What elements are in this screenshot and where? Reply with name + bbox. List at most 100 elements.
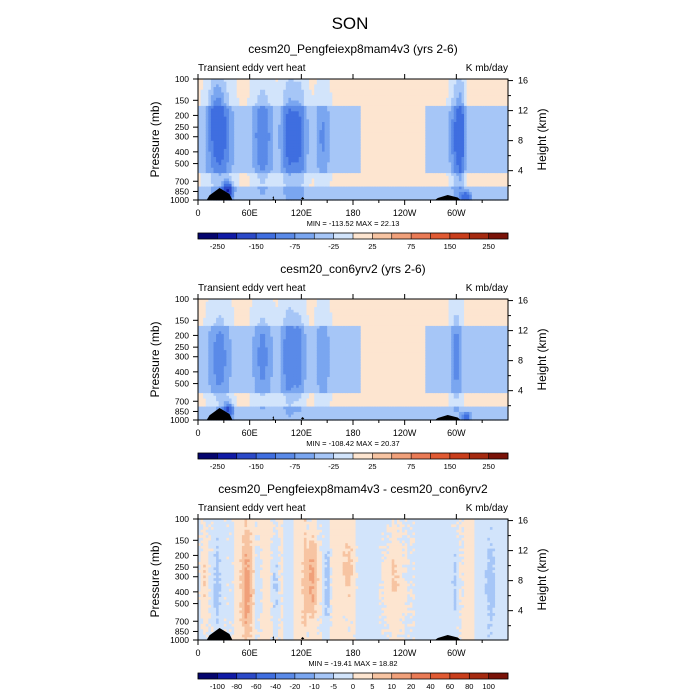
- heatmap-cell: [205, 87, 209, 91]
- heatmap-cell: [208, 159, 212, 163]
- heatmap-cell: [311, 186, 315, 190]
- heatmap-cell: [306, 81, 310, 85]
- heatmap-cell: [314, 178, 318, 182]
- heatmap-cell: [218, 105, 222, 110]
- heatmap-cell: [216, 181, 220, 185]
- heatmap-cell: [247, 194, 251, 198]
- heatmap-cell: [278, 154, 282, 158]
- heatmap-cell: [198, 119, 202, 123]
- heatmap-cell: [275, 97, 279, 102]
- heatmap-cell: [241, 197, 246, 201]
- heatmap-cell: [322, 146, 326, 150]
- heatmap-cell: [231, 108, 235, 112]
- heatmap-cell: [234, 191, 238, 196]
- heatmap-cell: [298, 159, 302, 163]
- heatmap-cell: [303, 89, 308, 94]
- heatmap-cell: [298, 167, 302, 172]
- heatmap-cell: [270, 124, 274, 128]
- heatmap-cell: [275, 130, 279, 134]
- heatmap-cell: [306, 167, 310, 172]
- heatmap-cell: [319, 146, 323, 150]
- heatmap-cell: [298, 140, 302, 145]
- heatmap-cell: [257, 138, 261, 142]
- heatmap-cell: [303, 175, 308, 180]
- heatmap-cell: [210, 103, 215, 107]
- heatmap-cell: [337, 143, 341, 147]
- heatmap-cell: [288, 143, 292, 147]
- heatmap-cell: [298, 194, 302, 198]
- heatmap-cell: [334, 186, 339, 190]
- heatmap-cell: [234, 103, 238, 107]
- heatmap-cell: [332, 173, 336, 177]
- heatmap-cell: [223, 140, 228, 145]
- heatmap-cell: [301, 138, 305, 142]
- heatmap-cell: [267, 132, 271, 137]
- heatmap-cell: [254, 151, 259, 155]
- heatmap-cell: [257, 191, 261, 196]
- heatmap-cell: [260, 167, 264, 172]
- heatmap-cell: [272, 103, 277, 107]
- heatmap-cell: [275, 122, 279, 126]
- heatmap-cell: [208, 162, 212, 166]
- heatmap-cell: [301, 116, 305, 120]
- heatmap-cell: [288, 119, 292, 123]
- heatmap-cell: [334, 119, 339, 123]
- heatmap-cell: [241, 79, 246, 83]
- heatmap-cell: [218, 148, 222, 153]
- heatmap-cell: [239, 138, 243, 142]
- heatmap-cell: [265, 146, 269, 150]
- heatmap-cell: [236, 194, 240, 198]
- heatmap-cell: [272, 154, 277, 158]
- heatmap-cell: [208, 167, 212, 172]
- heatmap-cell: [329, 95, 333, 99]
- heatmap-cell: [234, 154, 238, 158]
- heatmap-cell: [213, 119, 217, 123]
- heatmap-cell: [319, 167, 323, 172]
- heatmap-cell: [247, 105, 251, 110]
- heatmap-cell: [316, 124, 321, 128]
- heatmap-cell: [203, 87, 207, 91]
- heatmap-cell: [208, 119, 212, 123]
- heatmap-cell: [254, 113, 259, 118]
- heatmap-cell: [327, 87, 331, 91]
- heatmap-cell: [334, 92, 339, 96]
- heatmap-cell: [332, 103, 336, 107]
- heatmap-cell: [244, 151, 248, 155]
- heatmap-cell: [316, 194, 321, 198]
- heatmap-cell: [265, 170, 269, 174]
- heatmap-cell: [205, 122, 209, 126]
- heatmap-cell: [314, 119, 318, 123]
- heatmap-cell: [213, 170, 217, 174]
- heatmap-cell: [216, 143, 220, 147]
- heatmap-cell: [283, 148, 287, 153]
- heatmap-cell: [218, 186, 222, 190]
- heatmap-cell: [291, 186, 295, 190]
- heatmap-cell: [319, 175, 323, 180]
- heatmap-cell: [293, 95, 297, 99]
- heatmap-cell: [267, 151, 271, 155]
- heatmap-cell: [252, 197, 256, 201]
- heatmap-cell: [249, 103, 253, 107]
- heatmap-cell: [319, 170, 323, 174]
- heatmap-cell: [265, 183, 269, 188]
- heatmap-cell: [303, 87, 308, 91]
- heatmap-cell: [288, 84, 292, 88]
- heatmap-cell: [306, 119, 310, 123]
- heatmap-cell: [257, 135, 261, 139]
- heatmap-cell: [298, 143, 302, 147]
- heatmap-cell: [285, 79, 290, 83]
- heatmap-cell: [254, 165, 259, 169]
- heatmap-cell: [234, 183, 238, 188]
- heatmap-cell: [218, 122, 222, 126]
- heatmap-cell: [213, 173, 217, 177]
- heatmap-cell: [324, 148, 328, 153]
- heatmap-cell: [327, 84, 331, 88]
- heatmap-cell: [332, 156, 336, 161]
- heatmap-cell: [283, 167, 287, 172]
- heatmap-cell: [316, 111, 321, 115]
- heatmap-cell: [291, 146, 295, 150]
- heatmap-cell: [208, 154, 212, 158]
- heatmap-cell: [314, 189, 318, 193]
- heatmap-cell: [327, 105, 331, 110]
- heatmap-cell: [254, 191, 259, 196]
